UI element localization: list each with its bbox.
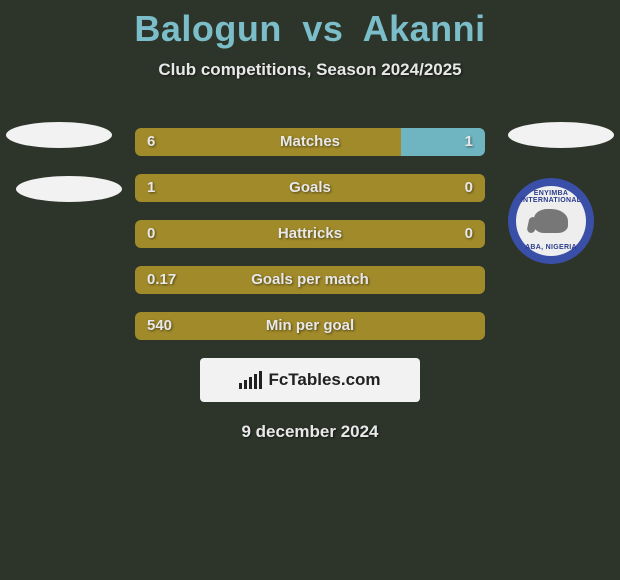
stat-label: Goals per match (135, 266, 485, 294)
stat-value-right: 1 (465, 128, 473, 156)
brand-bars-icon (239, 371, 262, 389)
brand-bar (254, 374, 257, 389)
subtitle: Club competitions, Season 2024/2025 (0, 60, 620, 80)
club-badge-inner: ENYIMBA INTERNATIONAL ABA, NIGERIA (516, 186, 586, 256)
stat-value-right: 0 (465, 220, 473, 248)
stat-row: 540Min per goal (135, 312, 485, 340)
stat-row: 0.17Goals per match (135, 266, 485, 294)
elephant-icon (534, 209, 568, 233)
brand-bar (244, 380, 247, 389)
player2-name: Akanni (363, 8, 486, 49)
stat-row: 1Goals0 (135, 174, 485, 202)
stat-row: 0Hattricks0 (135, 220, 485, 248)
player1-name: Balogun (134, 8, 281, 49)
badge-text-bottom: ABA, NIGERIA (516, 244, 586, 251)
player1-marker-2 (16, 176, 122, 202)
player2-marker-1 (508, 122, 614, 148)
stat-label: Hattricks (135, 220, 485, 248)
brand-bar (249, 377, 252, 389)
player1-marker-1 (6, 122, 112, 148)
club-badge: ENYIMBA INTERNATIONAL ABA, NIGERIA (508, 178, 594, 264)
stat-label: Goals (135, 174, 485, 202)
badge-text-top: ENYIMBA INTERNATIONAL (516, 190, 586, 204)
stats-container: 6Matches11Goals00Hattricks00.17Goals per… (135, 128, 485, 340)
brand-box: FcTables.com (200, 358, 420, 402)
stat-value-right: 0 (465, 174, 473, 202)
date-text: 9 december 2024 (0, 422, 620, 442)
brand-bar (259, 371, 262, 389)
vs-text: vs (302, 8, 343, 49)
brand-bar (239, 383, 242, 389)
stat-label: Matches (135, 128, 485, 156)
comparison-title: Balogun vs Akanni (0, 0, 620, 50)
stat-label: Min per goal (135, 312, 485, 340)
brand-text: FcTables.com (268, 370, 380, 390)
stat-row: 6Matches1 (135, 128, 485, 156)
